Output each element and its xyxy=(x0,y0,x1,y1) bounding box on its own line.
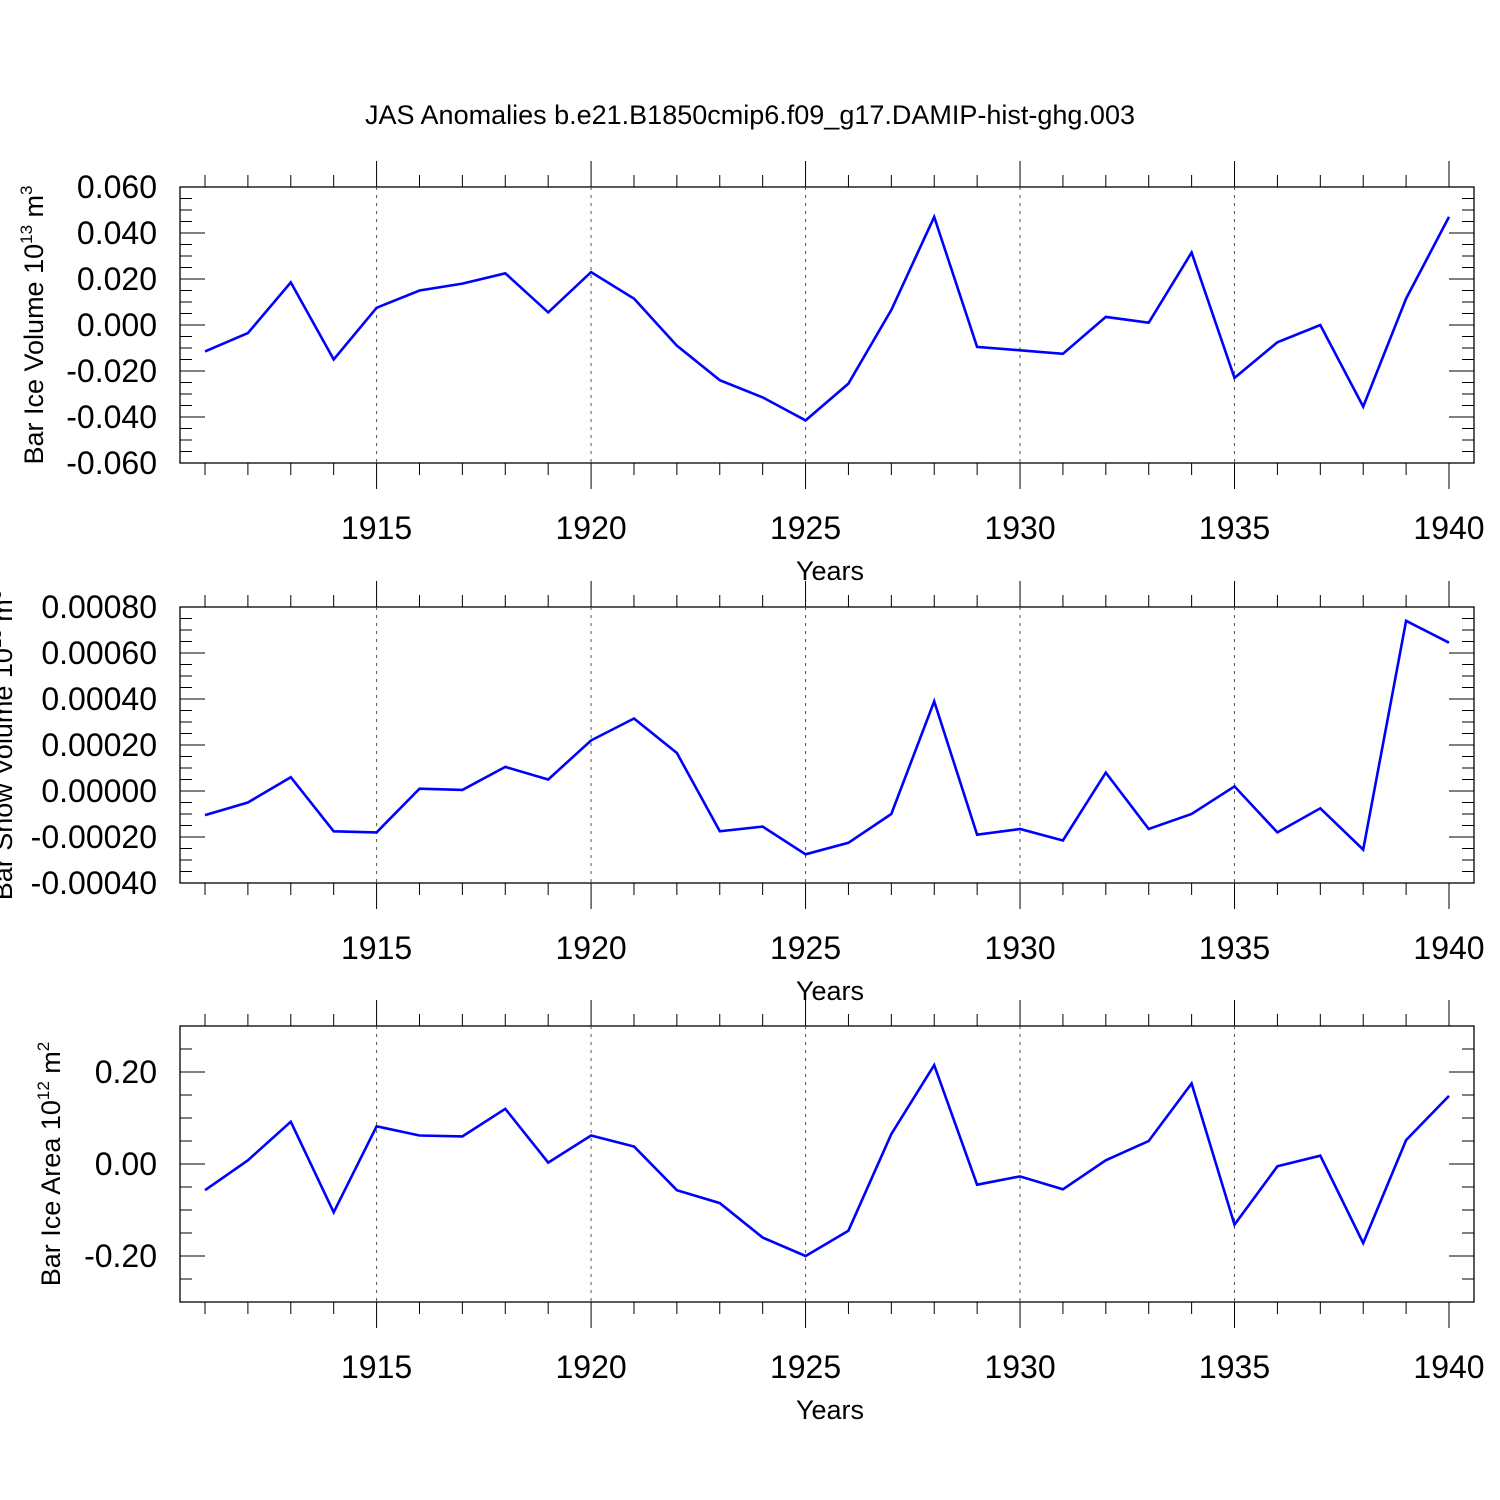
x-tick-label: 1935 xyxy=(1199,930,1270,966)
x-axis-title: Years xyxy=(796,1395,864,1425)
plot-frame xyxy=(179,606,1475,884)
y-tick-label: 0.00000 xyxy=(41,773,157,809)
y-tick-label: -0.20 xyxy=(84,1238,157,1274)
series-line xyxy=(204,213,1451,422)
y-tick-label: -0.020 xyxy=(66,353,157,389)
panel-ice-volume: -0.060 -0.040 -0.020 0.000 0.020 0.040 0.060 19… xyxy=(17,161,1485,586)
y-axis-title: Bar Ice Volume 1013 m3 xyxy=(17,185,49,464)
y-axis-title-unit: m xyxy=(36,1051,66,1081)
y-axis-title-unit: m xyxy=(19,195,49,225)
y-tick-label: -0.060 xyxy=(66,445,157,481)
x-tick-label: 1920 xyxy=(555,930,626,966)
y-tick-label: 0.040 xyxy=(77,215,157,251)
y-axis-title-text: Bar Ice Area 10 xyxy=(36,1100,66,1286)
x-axis-title: Years xyxy=(796,976,864,1006)
y-tick-label: 0.060 xyxy=(77,169,157,205)
y-axis-title-exponent: 13 xyxy=(17,225,36,244)
x-tick-label: 1915 xyxy=(341,930,412,966)
y-tick-label: 0.000 xyxy=(77,307,157,343)
y-axis-title: Bar Ice Area 1012 m2 xyxy=(34,1042,66,1287)
figure-title: JAS Anomalies b.e21.B1850cmip6.f09_g17.D… xyxy=(365,100,1135,130)
y-tick-label: 0.00040 xyxy=(41,681,157,717)
y-tick-label: 0.00060 xyxy=(41,635,157,671)
x-tick-label: 1935 xyxy=(1199,510,1270,546)
x-tick-label: 1940 xyxy=(1413,510,1484,546)
y-axis-title-text: Bar Snow Volume 10 xyxy=(0,648,18,900)
x-tick-label: 1930 xyxy=(984,1349,1055,1385)
y-tick-label: 0.00080 xyxy=(41,589,157,625)
x-tick-label: 1915 xyxy=(341,1349,412,1385)
x-axis-title: Years xyxy=(796,556,864,586)
x-tick-label: 1925 xyxy=(770,510,841,546)
y-tick-label: -0.00020 xyxy=(31,819,157,855)
x-tick-label: 1930 xyxy=(984,510,1055,546)
plot-frame xyxy=(179,1025,1475,1303)
y-tick-label: -0.040 xyxy=(66,399,157,435)
plot-frame xyxy=(179,186,1475,464)
y-axis-title: Bar Snow Volume 1013 m3 xyxy=(0,590,18,901)
y-axis-title-unit: m xyxy=(0,599,18,629)
y-axis-title-exponent: 13 xyxy=(0,629,5,648)
y-tick-label: 0.00020 xyxy=(41,727,157,763)
y-tick-label: 0.00 xyxy=(95,1146,157,1182)
y-axis-title-unit-exponent: 3 xyxy=(17,185,36,194)
series-line xyxy=(204,1062,1450,1258)
panel-ice-area: -0.20 0.00 0.20 1915 1920 1925 1930 1935 1940 Yea… xyxy=(34,1000,1485,1425)
x-tick-label: 1920 xyxy=(555,510,626,546)
y-axis-title-unit-exponent: 3 xyxy=(0,590,5,599)
x-tick-label: 1940 xyxy=(1413,930,1484,966)
y-axis-title-text: Bar Ice Volume 10 xyxy=(19,244,49,465)
series-line xyxy=(204,618,1450,856)
x-tick-label: 1925 xyxy=(770,930,841,966)
y-tick-label: -0.00040 xyxy=(31,865,157,901)
x-tick-label: 1920 xyxy=(555,1349,626,1385)
x-tick-label: 1930 xyxy=(984,930,1055,966)
x-tick-label: 1915 xyxy=(341,510,412,546)
x-tick-label: 1925 xyxy=(770,1349,841,1385)
y-tick-label: 0.20 xyxy=(95,1054,157,1090)
x-tick-label: 1935 xyxy=(1199,1349,1270,1385)
y-axis-title-exponent: 12 xyxy=(34,1081,53,1100)
y-axis-title-unit-exponent: 2 xyxy=(34,1042,53,1051)
y-tick-label: 0.020 xyxy=(77,261,157,297)
panel-snow-volume: -0.00040 -0.00020 0.00000 0.00020 0.00040 0.0… xyxy=(0,581,1485,1006)
x-tick-label: 1940 xyxy=(1413,1349,1484,1385)
